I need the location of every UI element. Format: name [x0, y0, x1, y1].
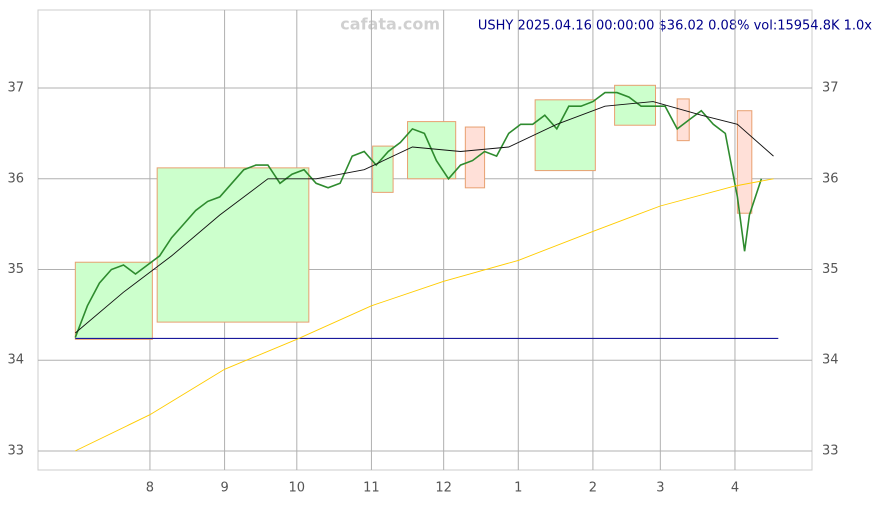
y-tick-label-right: 35	[822, 262, 839, 277]
x-tick-label: 12	[435, 481, 452, 496]
y-tick-label-right: 36	[822, 171, 839, 186]
zone	[156, 167, 310, 323]
chart-title: USHY 2025.04.16 00:00:00 $36.02 0.08% vo…	[478, 19, 872, 34]
y-tick-label-right: 34	[822, 353, 839, 368]
y-tick-label-right: 37	[822, 81, 839, 96]
zone	[464, 126, 486, 189]
x-tick-label: 9	[220, 481, 228, 496]
y-tick-label: 35	[7, 262, 24, 277]
plot-area	[37, 9, 813, 471]
y-tick-label: 37	[7, 81, 24, 96]
x-tick-label: 2	[589, 481, 597, 496]
y-tick-label: 36	[7, 171, 24, 186]
zone	[372, 145, 394, 193]
series-line	[75, 178, 774, 452]
y-tick-label: 34	[7, 353, 24, 368]
x-tick-label: 11	[363, 481, 380, 496]
zone	[614, 84, 657, 126]
zone	[534, 99, 596, 172]
y-tick-label-right: 33	[822, 443, 839, 458]
y-tick-label: 33	[7, 443, 24, 458]
x-tick-label: 3	[656, 481, 664, 496]
x-tick-label: 10	[289, 481, 306, 496]
series-line	[75, 101, 774, 334]
zone	[736, 110, 753, 214]
watermark: cafata.com	[340, 15, 440, 34]
x-tick-label: 1	[514, 481, 522, 496]
zone	[676, 98, 690, 142]
x-tick-label: 8	[146, 481, 154, 496]
x-tick-label: 4	[731, 481, 739, 496]
series-line	[74, 91, 763, 338]
